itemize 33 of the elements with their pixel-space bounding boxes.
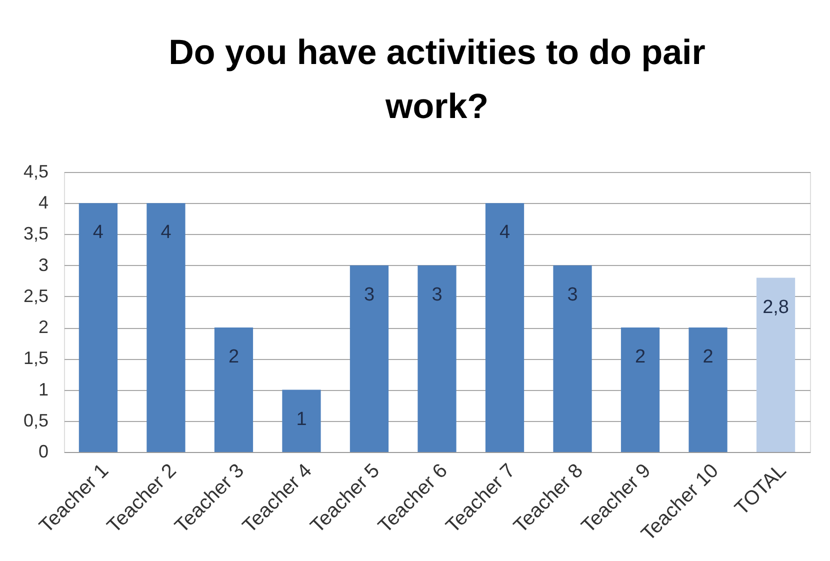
data-label: 2,8 [762,296,789,318]
bar [418,265,456,452]
y-tick-label: 0,5 [23,410,48,430]
y-tick-label: 4,5 [23,162,48,182]
y-tick-label: 1,5 [23,348,48,368]
chart-title: Do you have activities to do pair work? [168,33,706,126]
y-tick-label: 2 [38,317,48,338]
bar [146,203,186,452]
bar [78,203,118,452]
y-tick-label: 2,5 [23,286,48,306]
data-label: 2 [702,346,714,368]
data-label: 3 [432,284,442,306]
data-label: 3 [567,284,578,306]
y-tick-label: 4 [38,192,48,213]
data-label: 4 [160,222,172,244]
data-label: 4 [92,222,104,244]
bar [282,390,321,452]
y-tick-label: 3 [38,254,48,275]
bar [485,203,524,452]
y-tick-label: 1 [38,379,48,400]
bar [620,328,660,452]
data-label: 3 [364,284,375,306]
data-label: 1 [296,408,307,430]
y-tick-label: 3,5 [23,224,48,244]
bar [756,278,796,452]
bar [350,265,389,452]
bar [214,328,254,452]
bar [688,328,728,452]
bar [553,265,592,452]
data-label: 2 [228,346,240,368]
data-label: 2 [634,346,646,368]
data-label: 4 [499,222,510,244]
y-tick-label: 0 [38,442,48,462]
